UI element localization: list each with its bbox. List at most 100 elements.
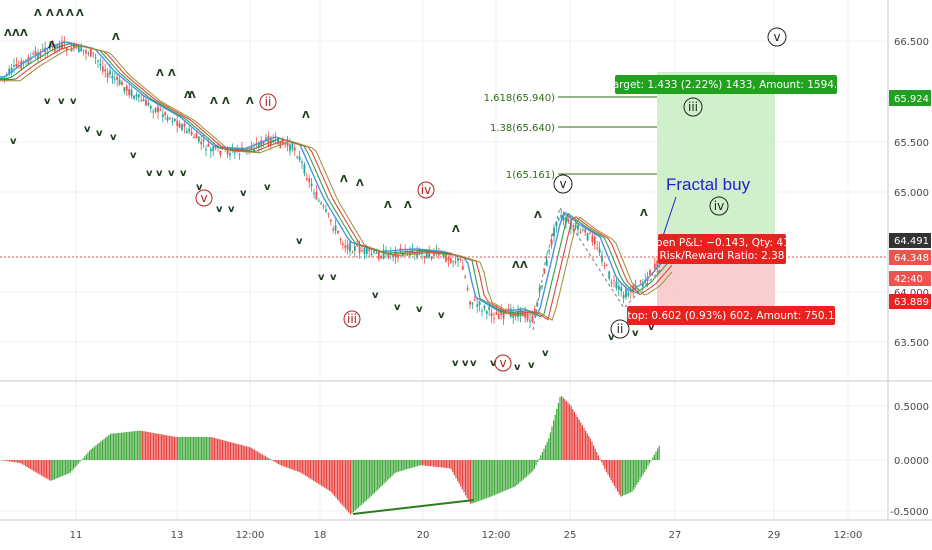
oscillator-axis[interactable]: 0.5000 0.0000 -0.5000	[890, 402, 929, 518]
histogram-bar	[535, 460, 537, 466]
candle	[298, 150, 301, 163]
candle	[32, 50, 35, 55]
fractal-up-marker: Λ	[48, 40, 56, 51]
fractal-up-marker: Λ	[188, 90, 196, 101]
histogram-bar	[237, 444, 239, 460]
histogram-bar	[460, 460, 462, 487]
histogram-bar	[537, 460, 539, 463]
histogram-bar	[199, 436, 201, 460]
histogram-bar	[281, 460, 283, 466]
histogram-bar	[2, 460, 4, 461]
candle	[466, 284, 469, 292]
histogram-bar	[474, 460, 476, 503]
histogram-bar	[7, 460, 9, 462]
candle	[329, 219, 332, 226]
candle	[94, 53, 97, 65]
histogram-bar	[569, 404, 571, 460]
histogram-bar	[354, 460, 356, 511]
histogram-bar	[338, 460, 340, 502]
pnl-box[interactable]	[658, 234, 786, 264]
candle	[65, 46, 68, 57]
histogram-bar	[599, 458, 601, 460]
candle	[97, 59, 99, 68]
histogram-bar	[644, 460, 646, 472]
candle	[128, 84, 131, 98]
histogram-bar	[364, 460, 366, 502]
histogram-bar	[466, 460, 468, 499]
histogram-bar	[351, 460, 353, 514]
histogram-bar	[521, 460, 523, 481]
candle	[641, 278, 644, 292]
histogram-bar	[385, 460, 387, 483]
price-tick-65500: 65.500	[894, 138, 929, 149]
histogram-bar	[450, 460, 452, 470]
histogram-bar	[455, 460, 457, 479]
histogram-bar	[556, 408, 558, 460]
candle	[413, 252, 416, 260]
time-tick-13: 13	[171, 530, 184, 541]
candle	[593, 232, 596, 250]
fractal-down-marker: v	[330, 272, 337, 283]
stop-text: Stop: 0.602 (0.93%) 602, Amount: 750.17	[621, 310, 842, 322]
histogram-bar	[301, 460, 303, 474]
candle	[260, 136, 263, 151]
candle	[478, 300, 481, 312]
histogram-bar	[196, 436, 198, 460]
fractal-up-marker: Λ	[168, 68, 176, 79]
histogram-bar	[305, 460, 307, 476]
target-zone	[657, 72, 775, 250]
histogram-bar	[567, 402, 569, 460]
histogram-bar	[167, 435, 169, 460]
histogram-bar	[34, 460, 36, 472]
target-box[interactable]	[615, 75, 837, 94]
candle	[601, 250, 603, 266]
histogram-bar	[516, 460, 518, 486]
histogram-bar	[658, 445, 660, 460]
histogram-bar	[423, 460, 425, 466]
histogram-bar	[469, 460, 471, 504]
histogram-bar	[181, 436, 183, 460]
fractal-down-marker: v	[318, 272, 325, 283]
fractal-down-marker: v	[196, 182, 203, 193]
histogram-bar	[217, 438, 219, 460]
histogram-bar	[154, 433, 156, 460]
histogram-bar	[173, 436, 175, 460]
histogram-bar	[13, 460, 15, 463]
candle	[490, 308, 493, 323]
stop-box[interactable]	[627, 306, 835, 325]
histogram-bar	[554, 414, 556, 460]
histogram-bar	[241, 445, 243, 460]
histogram-bar	[255, 450, 257, 460]
candle	[332, 225, 335, 234]
time-tick-18: 18	[314, 530, 327, 541]
histogram-bar	[325, 460, 327, 489]
candle	[615, 278, 618, 291]
fractal-down-marker: v	[416, 304, 423, 315]
histogram-bar	[551, 426, 553, 460]
time-axis[interactable]: 11 13 12:00 18 20 12:00 25 27 29 12:00	[70, 530, 863, 541]
histogram-bar	[218, 439, 220, 460]
histogram-bar	[639, 460, 641, 480]
candle	[485, 310, 488, 320]
histogram-bar	[397, 460, 399, 472]
wave-label-black-ii: ii	[617, 322, 624, 336]
histogram-bar	[202, 436, 204, 460]
histogram-bar	[133, 431, 135, 460]
histogram-bar	[420, 460, 422, 466]
histogram-bar	[617, 460, 619, 492]
histogram-bar	[641, 460, 643, 477]
histogram-bar	[105, 437, 107, 460]
candle	[553, 224, 555, 243]
histogram-bar	[244, 445, 246, 460]
candle	[452, 260, 455, 268]
histogram-bar	[36, 460, 38, 473]
candle	[545, 253, 548, 267]
candle	[111, 70, 114, 85]
histogram-bar	[601, 460, 603, 463]
histogram-bar	[522, 460, 524, 480]
histogram-bar	[266, 457, 268, 460]
candle	[603, 261, 606, 270]
price-axis[interactable]: 66.500 65.500 65.000 64.000 63.500	[894, 37, 929, 349]
